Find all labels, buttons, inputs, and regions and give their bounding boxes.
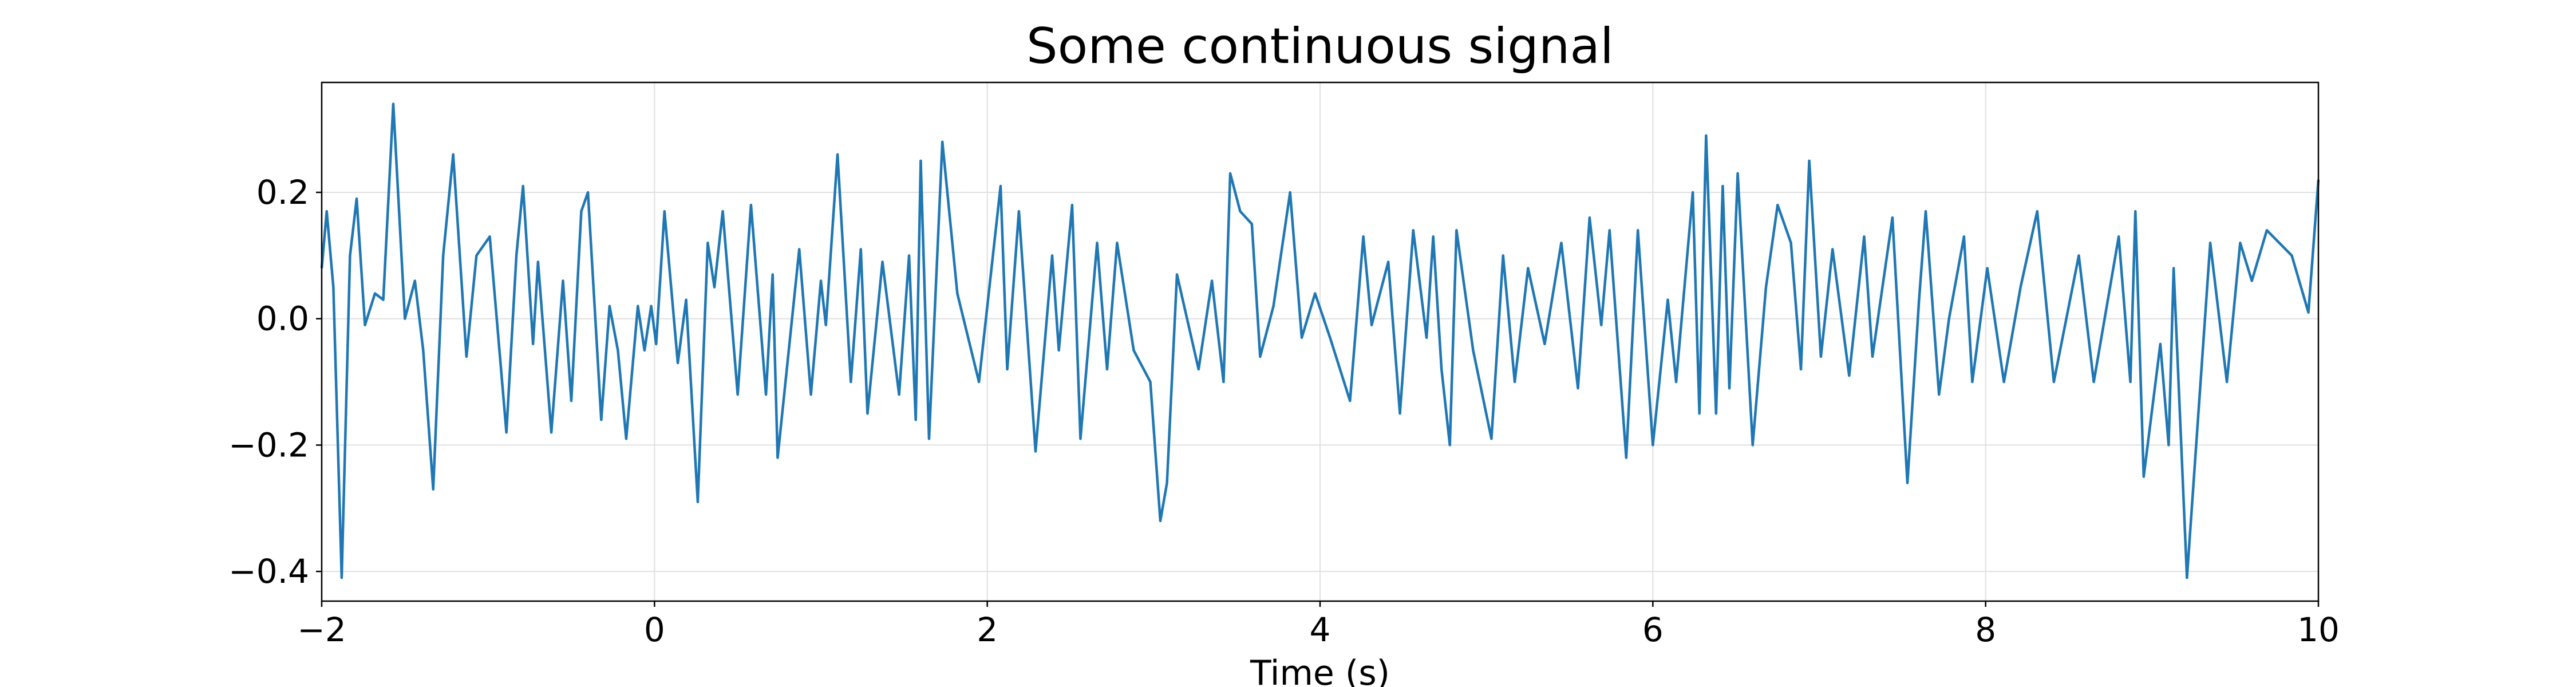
y-tick-label: 0.2 <box>256 173 309 212</box>
x-tick-label: 8 <box>1975 610 1996 649</box>
x-tick-label: 2 <box>977 610 998 649</box>
plot-area <box>320 102 2320 579</box>
y-tick-label: −0.2 <box>228 425 309 464</box>
x-tick-label: −2 <box>297 610 346 649</box>
x-tick-label: 6 <box>1642 610 1664 649</box>
ticks: −2 0 2 4 6 8 10 −0.4 −0.2 0.0 0.2 <box>228 173 2340 649</box>
x-tick-label: 0 <box>644 610 665 649</box>
x-tick-label: 10 <box>2297 610 2340 649</box>
grid <box>321 82 2319 601</box>
x-axis-label: Time (s) <box>1250 653 1390 687</box>
signal-line <box>320 102 2320 579</box>
x-tick-label: 4 <box>1310 610 1331 649</box>
chart-title: Some continuous signal <box>1026 18 1614 75</box>
y-tick-label: 0.0 <box>256 299 309 338</box>
y-tick-label: −0.4 <box>228 552 309 591</box>
